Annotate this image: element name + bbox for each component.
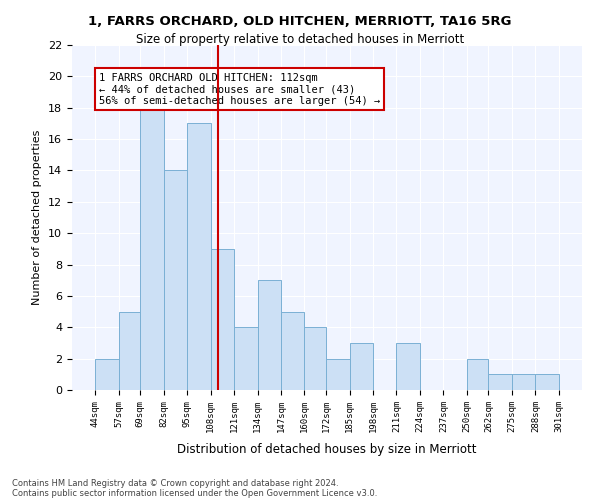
X-axis label: Distribution of detached houses by size in Merriott: Distribution of detached houses by size … xyxy=(177,443,477,456)
Text: 1 FARRS ORCHARD OLD HITCHEN: 112sqm
← 44% of detached houses are smaller (43)
56: 1 FARRS ORCHARD OLD HITCHEN: 112sqm ← 44… xyxy=(99,72,380,106)
Bar xyxy=(512,374,535,390)
Bar xyxy=(467,358,488,390)
Bar xyxy=(350,343,373,390)
Text: Contains public sector information licensed under the Open Government Licence v3: Contains public sector information licen… xyxy=(12,488,377,498)
Bar xyxy=(140,108,164,390)
Bar xyxy=(326,358,350,390)
Text: Contains HM Land Registry data © Crown copyright and database right 2024.: Contains HM Land Registry data © Crown c… xyxy=(12,478,338,488)
Bar xyxy=(95,358,119,390)
Bar xyxy=(211,249,234,390)
Bar xyxy=(304,328,326,390)
Text: 1, FARRS ORCHARD, OLD HITCHEN, MERRIOTT, TA16 5RG: 1, FARRS ORCHARD, OLD HITCHEN, MERRIOTT,… xyxy=(88,15,512,28)
Bar xyxy=(164,170,187,390)
Bar xyxy=(234,328,257,390)
Bar xyxy=(281,312,304,390)
Bar xyxy=(488,374,512,390)
Bar xyxy=(257,280,281,390)
Text: Size of property relative to detached houses in Merriott: Size of property relative to detached ho… xyxy=(136,32,464,46)
Bar xyxy=(119,312,140,390)
Bar xyxy=(187,124,211,390)
Y-axis label: Number of detached properties: Number of detached properties xyxy=(32,130,43,305)
Bar xyxy=(535,374,559,390)
Bar xyxy=(397,343,420,390)
